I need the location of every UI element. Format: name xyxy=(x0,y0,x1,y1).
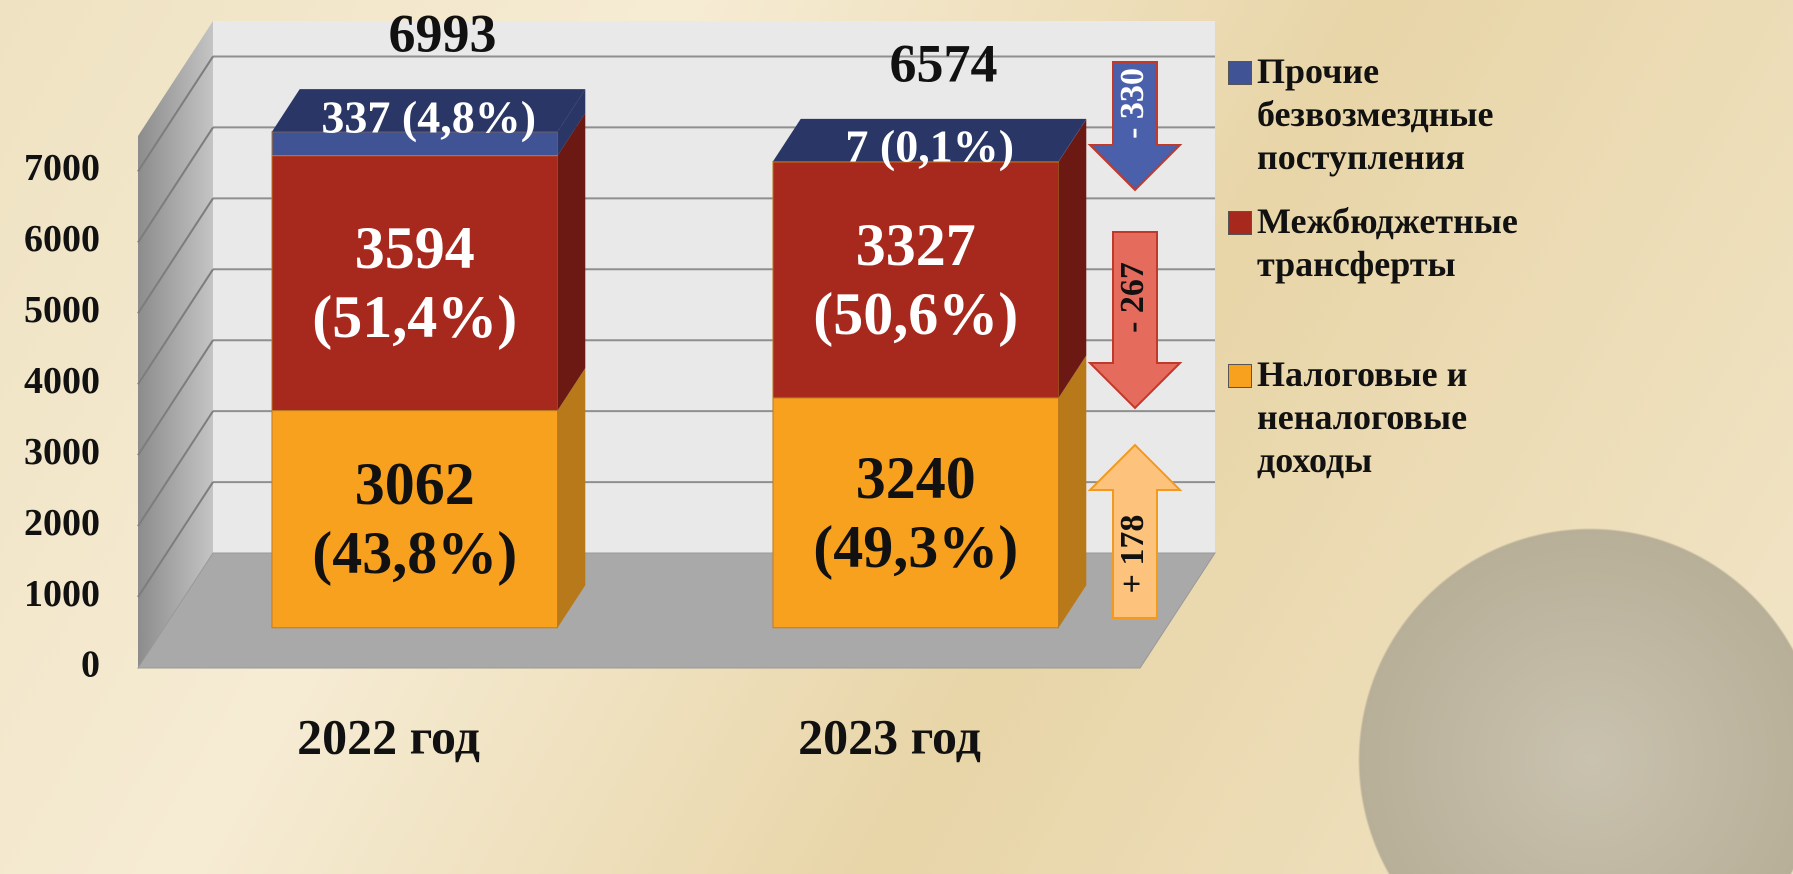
value-label: 3240 (49,3%) xyxy=(813,444,1019,580)
y-tick-label: 7000 xyxy=(24,147,100,189)
grid-line xyxy=(137,55,214,173)
legend-label: Межбюджетные трансферты xyxy=(1257,201,1518,285)
change-label: - 330 xyxy=(1114,68,1151,139)
grid-line xyxy=(137,126,214,243)
legend-swatch xyxy=(1228,364,1252,388)
bar-side xyxy=(1058,355,1087,628)
legend-label: Прочие безвозмездные поступления xyxy=(1257,51,1494,178)
change-label: + 178 xyxy=(1114,515,1151,594)
change-arrow xyxy=(1087,231,1183,410)
value-label: 3594 (51,4%) xyxy=(312,215,518,351)
value-label: 337 (4,8%) xyxy=(321,91,537,143)
grid-line xyxy=(137,268,214,385)
bar-top xyxy=(772,118,1087,162)
bar-side xyxy=(557,89,586,156)
value-label: 3062 (43,8%) xyxy=(312,451,518,587)
legend-swatch xyxy=(1228,61,1252,85)
grid-line xyxy=(137,410,214,527)
y-tick-label: 6000 xyxy=(24,218,100,260)
bar-segment xyxy=(271,155,559,412)
change-label: - 267 xyxy=(1114,262,1151,333)
y-tick-label: 5000 xyxy=(24,289,100,331)
grid-line xyxy=(137,339,214,456)
x-tick-label: 2023 год xyxy=(798,708,981,764)
change-arrow xyxy=(1087,443,1183,619)
bar-side xyxy=(557,113,586,411)
value-label: 7 (0,1%) xyxy=(845,120,1015,172)
legend-swatch xyxy=(1228,211,1252,235)
bar-side xyxy=(557,368,586,628)
y-tick-label: 1000 xyxy=(24,573,100,615)
bar-segment xyxy=(772,161,1060,399)
bar-top xyxy=(271,89,586,132)
value-label: 3327 (50,6%) xyxy=(813,211,1019,347)
change-arrow xyxy=(1087,61,1183,192)
total-label: 6574 xyxy=(890,33,998,93)
y-tick-label: 3000 xyxy=(24,431,100,473)
left-wall xyxy=(138,21,213,668)
y-tick-label: 0 xyxy=(81,644,100,686)
y-tick-label: 2000 xyxy=(24,502,100,544)
grid-line xyxy=(137,481,214,598)
bar-side xyxy=(1058,119,1087,398)
grid-line xyxy=(137,197,214,314)
total-label: 6993 xyxy=(389,4,497,64)
x-tick-label: 2022 год xyxy=(297,708,480,764)
bar-side xyxy=(1058,118,1087,162)
legend-label: Налоговые и неналоговые доходы xyxy=(1257,354,1468,481)
y-tick-label: 4000 xyxy=(24,360,100,402)
bar-segment xyxy=(271,410,559,629)
